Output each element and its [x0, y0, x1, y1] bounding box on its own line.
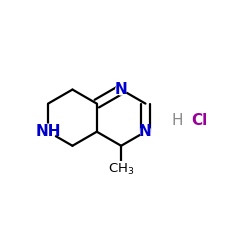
Text: NH: NH	[35, 124, 61, 139]
Circle shape	[116, 84, 126, 95]
Text: N: N	[115, 82, 128, 97]
Text: H: H	[172, 112, 183, 128]
Text: Cl: Cl	[191, 112, 208, 128]
Text: N: N	[139, 124, 152, 139]
Circle shape	[113, 162, 129, 178]
Circle shape	[116, 164, 126, 175]
Circle shape	[43, 126, 54, 137]
Text: CH$_3$: CH$_3$	[108, 162, 134, 177]
Circle shape	[40, 124, 56, 139]
Circle shape	[140, 126, 151, 137]
